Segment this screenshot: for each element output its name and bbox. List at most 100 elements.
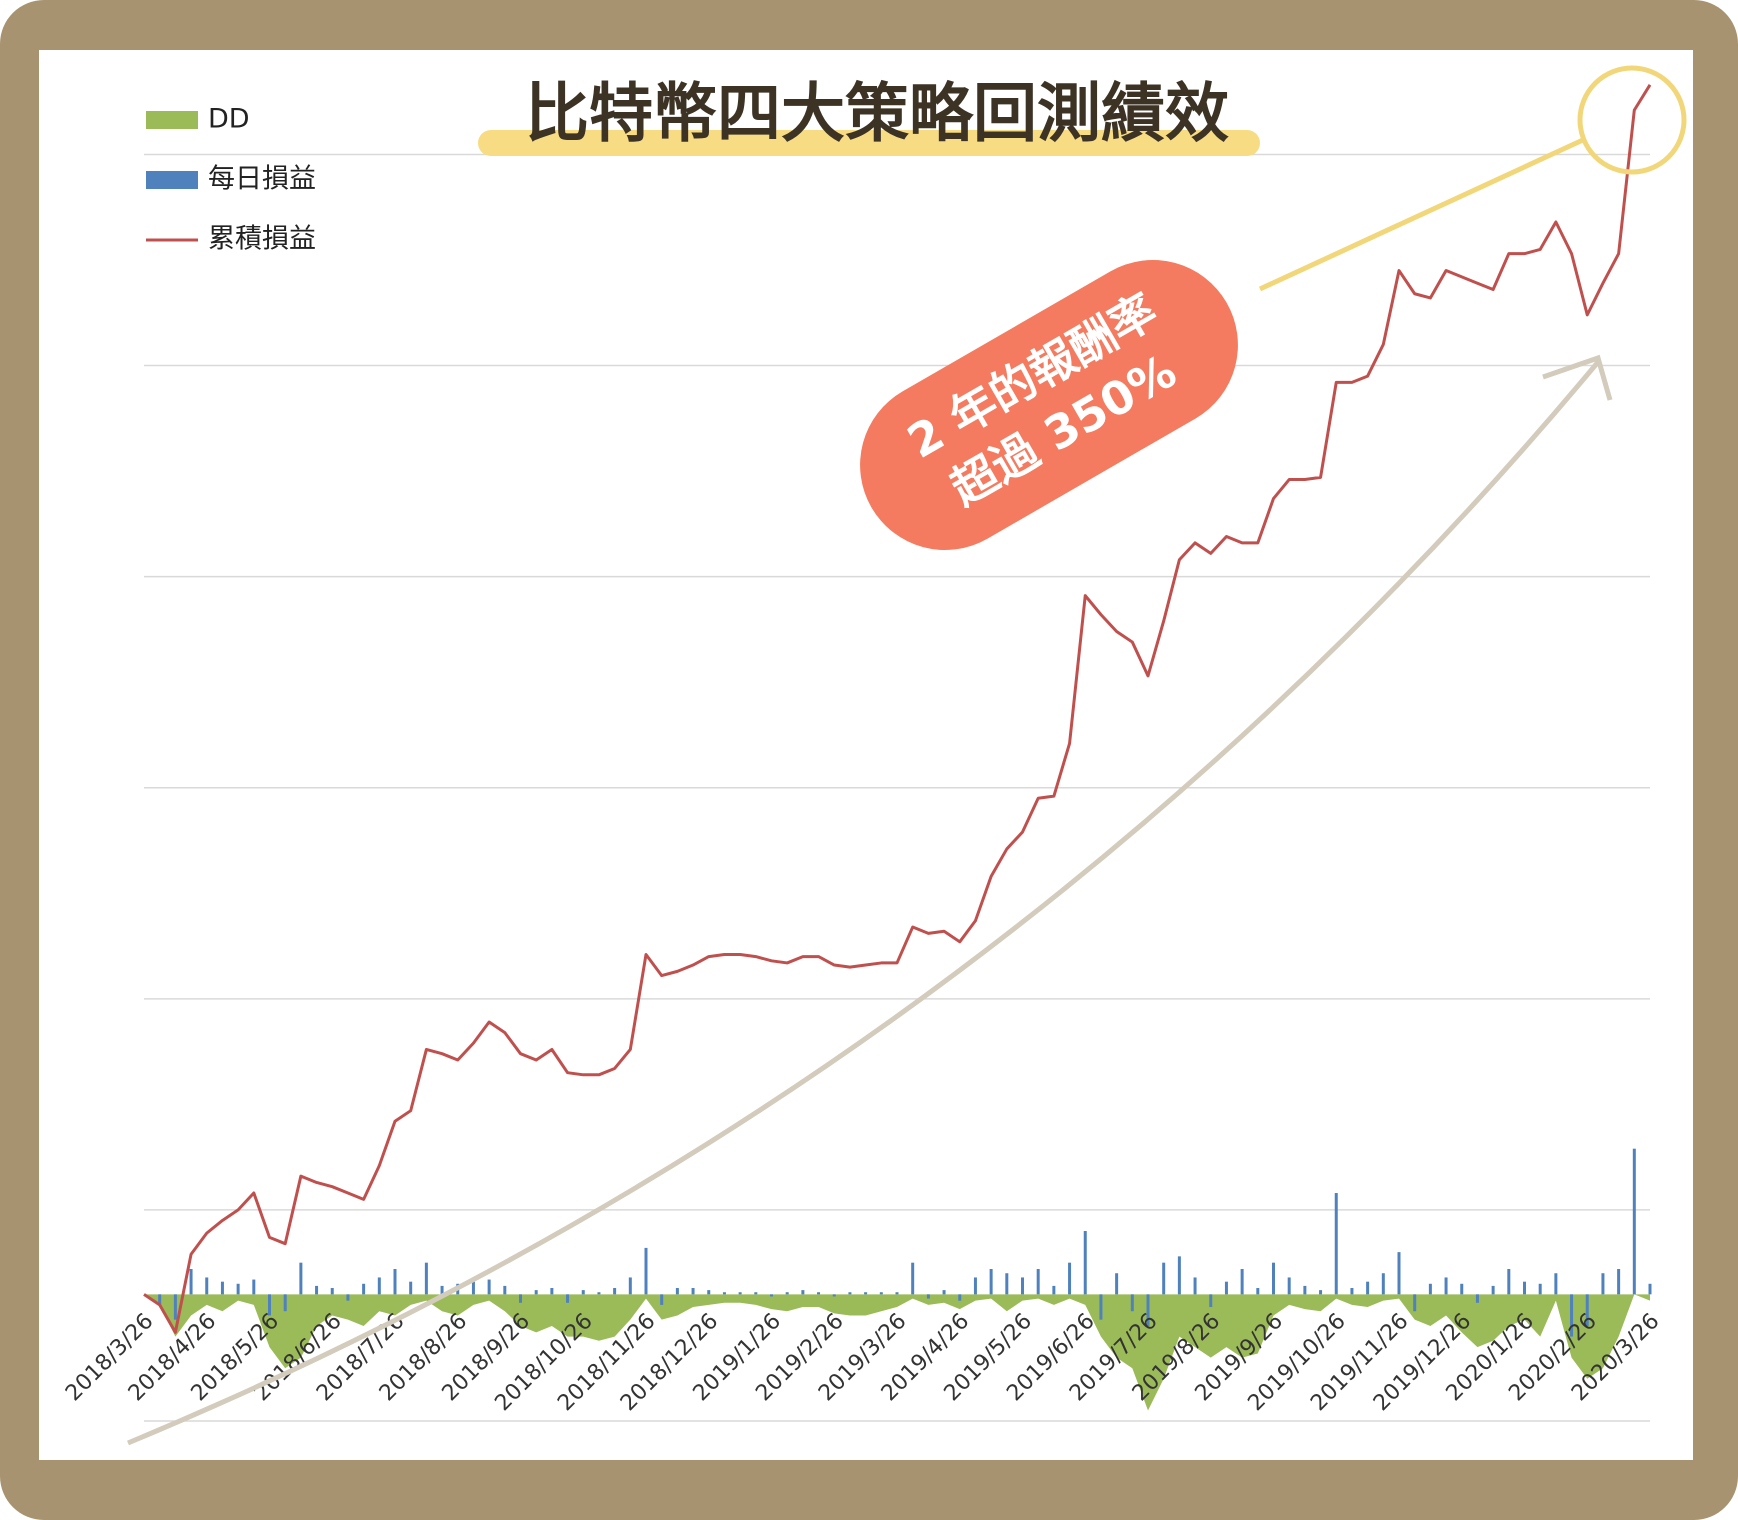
pnl-bar bbox=[534, 1290, 538, 1295]
pnl-bar bbox=[832, 1294, 836, 1297]
pnl-bar bbox=[1460, 1283, 1464, 1295]
pnl-bar bbox=[1021, 1277, 1024, 1295]
pnl-bar bbox=[283, 1294, 287, 1312]
pnl-bar bbox=[299, 1262, 303, 1295]
dd-area bbox=[144, 1294, 1650, 1411]
pnl-bar bbox=[1052, 1285, 1056, 1295]
pnl-bar bbox=[1350, 1288, 1354, 1295]
title-highlight bbox=[478, 130, 1260, 156]
pnl-bar bbox=[1538, 1283, 1542, 1295]
pnl-bar bbox=[848, 1292, 852, 1295]
pnl-bar bbox=[581, 1290, 585, 1295]
legend-label: DD bbox=[208, 104, 250, 135]
pnl-bar bbox=[1240, 1269, 1244, 1295]
pnl-bar bbox=[1648, 1283, 1652, 1295]
pnl-bar bbox=[770, 1294, 773, 1297]
pnl-bar bbox=[1570, 1294, 1574, 1337]
pnl-bar bbox=[236, 1283, 240, 1295]
pnl-bar bbox=[926, 1294, 930, 1299]
pnl-bar bbox=[1554, 1273, 1558, 1295]
pnl-bar bbox=[1272, 1262, 1275, 1295]
pnl-bar bbox=[895, 1292, 899, 1295]
pnl-bar bbox=[707, 1290, 711, 1295]
pnl-bar bbox=[1303, 1285, 1307, 1295]
pnl-bar bbox=[487, 1279, 491, 1295]
arrow-head bbox=[1542, 354, 1613, 401]
pnl-bar bbox=[628, 1277, 632, 1295]
pnl-bar bbox=[1475, 1294, 1479, 1303]
pnl-bar bbox=[817, 1292, 821, 1295]
legend-swatch bbox=[146, 171, 198, 189]
pnl-bar bbox=[1256, 1288, 1260, 1295]
chart-title: 比特幣四大策略回測績效 bbox=[525, 78, 1229, 152]
pnl-bar bbox=[1099, 1294, 1103, 1320]
pnl-bar bbox=[1036, 1269, 1040, 1295]
pnl-bar bbox=[173, 1294, 177, 1320]
pnl-bar bbox=[691, 1288, 695, 1295]
pnl-bar bbox=[1617, 1269, 1621, 1295]
pnl-bar bbox=[1507, 1269, 1511, 1295]
pnl-bar bbox=[409, 1281, 413, 1295]
pnl-bar bbox=[1523, 1281, 1526, 1295]
pnl-bar bbox=[1287, 1277, 1291, 1295]
pnl-bar bbox=[1397, 1252, 1401, 1295]
pnl-bar bbox=[550, 1288, 554, 1295]
callout-pill bbox=[860, 260, 1238, 550]
pnl-bar bbox=[1162, 1262, 1166, 1295]
pnl-bar bbox=[1068, 1262, 1072, 1295]
legend-label: 累積損益 bbox=[208, 224, 316, 255]
cumulative-line bbox=[143, 83, 1652, 1334]
pnl-bar bbox=[377, 1277, 381, 1295]
pnl-bar bbox=[1601, 1273, 1605, 1295]
pnl-bar bbox=[1585, 1294, 1589, 1327]
highlight-line bbox=[1258, 136, 1587, 292]
pnl-bar bbox=[268, 1294, 271, 1316]
trend-arrow bbox=[127, 360, 1600, 1446]
pnl-bar bbox=[911, 1262, 915, 1295]
pnl-bar bbox=[1083, 1231, 1087, 1295]
pnl-bar bbox=[440, 1285, 444, 1295]
pnl-bar bbox=[1146, 1294, 1150, 1327]
pnl-bar bbox=[1224, 1281, 1228, 1295]
legend-label: 每日損益 bbox=[208, 164, 316, 195]
pnl-bar bbox=[958, 1294, 962, 1301]
pnl-bar bbox=[1413, 1294, 1417, 1312]
pnl-bar bbox=[1193, 1277, 1197, 1295]
pnl-bar bbox=[942, 1290, 946, 1295]
pnl-bar bbox=[754, 1292, 758, 1295]
pnl-bar bbox=[362, 1283, 366, 1295]
pnl-bar bbox=[330, 1288, 334, 1295]
pnl-bar bbox=[346, 1294, 350, 1301]
pnl-bar bbox=[519, 1294, 522, 1303]
pnl-bar bbox=[1130, 1294, 1134, 1312]
pnl-bar bbox=[220, 1281, 224, 1295]
pnl-bar bbox=[989, 1269, 993, 1295]
pnl-bar bbox=[471, 1281, 475, 1295]
pnl-bar bbox=[1319, 1290, 1323, 1295]
legend-swatch bbox=[146, 111, 198, 129]
highlight-circle bbox=[1577, 65, 1687, 175]
pnl-bar bbox=[1381, 1273, 1385, 1295]
pnl-bar bbox=[801, 1290, 805, 1295]
pnl-bar bbox=[1366, 1281, 1370, 1295]
pnl-bar bbox=[205, 1277, 209, 1295]
pnl-bar bbox=[1334, 1193, 1338, 1295]
pnl-bar bbox=[597, 1292, 601, 1295]
pnl-bar bbox=[1428, 1283, 1432, 1295]
pnl-bar bbox=[503, 1285, 507, 1295]
pnl-bar bbox=[315, 1285, 319, 1295]
pnl-bar bbox=[566, 1294, 570, 1303]
pnl-bar bbox=[879, 1292, 883, 1295]
pnl-bar bbox=[660, 1294, 664, 1305]
pnl-bar bbox=[973, 1277, 977, 1295]
pnl-bar bbox=[158, 1294, 162, 1305]
pnl-bar bbox=[1005, 1273, 1009, 1295]
panel bbox=[39, 50, 1693, 1460]
pnl-bar bbox=[1632, 1148, 1636, 1295]
pnl-bar bbox=[1209, 1294, 1213, 1308]
pnl-bar bbox=[1177, 1256, 1181, 1295]
pnl-bar bbox=[1444, 1277, 1448, 1295]
